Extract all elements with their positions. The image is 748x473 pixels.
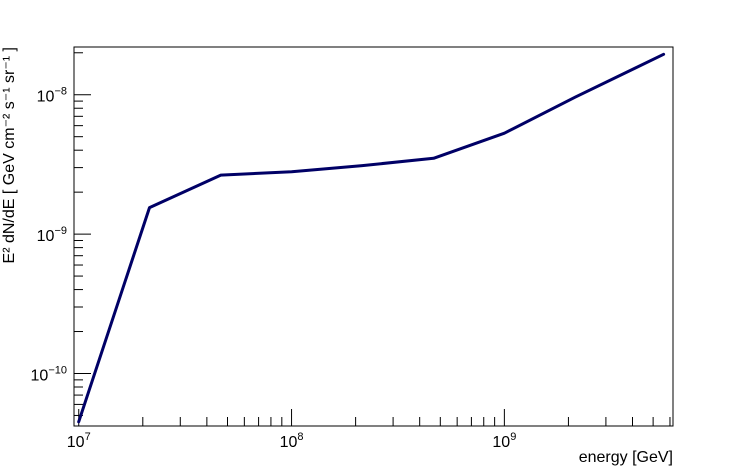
- y-tick-labels: 10−10 10−9 10−8: [31, 86, 67, 385]
- x-tick-labels: 107 108 109: [67, 431, 517, 451]
- x-axis-label: energy [GeV]: [579, 449, 673, 466]
- x-tick-label: 107: [67, 431, 91, 451]
- x-tick-label: 109: [492, 431, 516, 451]
- y-tick-label: 10−9: [37, 225, 67, 245]
- y-tick-label: 10−10: [31, 364, 67, 384]
- series-layer: [77, 52, 666, 424]
- y-axis-label: E² dN/dE [ GeV cm⁻² s⁻¹ sr⁻¹ ]: [1, 47, 18, 263]
- y-tick-label: 10−8: [37, 86, 67, 106]
- x-tick-label: 108: [280, 431, 304, 451]
- series-line-0: [77, 52, 666, 424]
- y-axis-ticks: [74, 52, 91, 416]
- plot-frame: [73, 46, 674, 427]
- x-axis-ticks: [78, 409, 671, 426]
